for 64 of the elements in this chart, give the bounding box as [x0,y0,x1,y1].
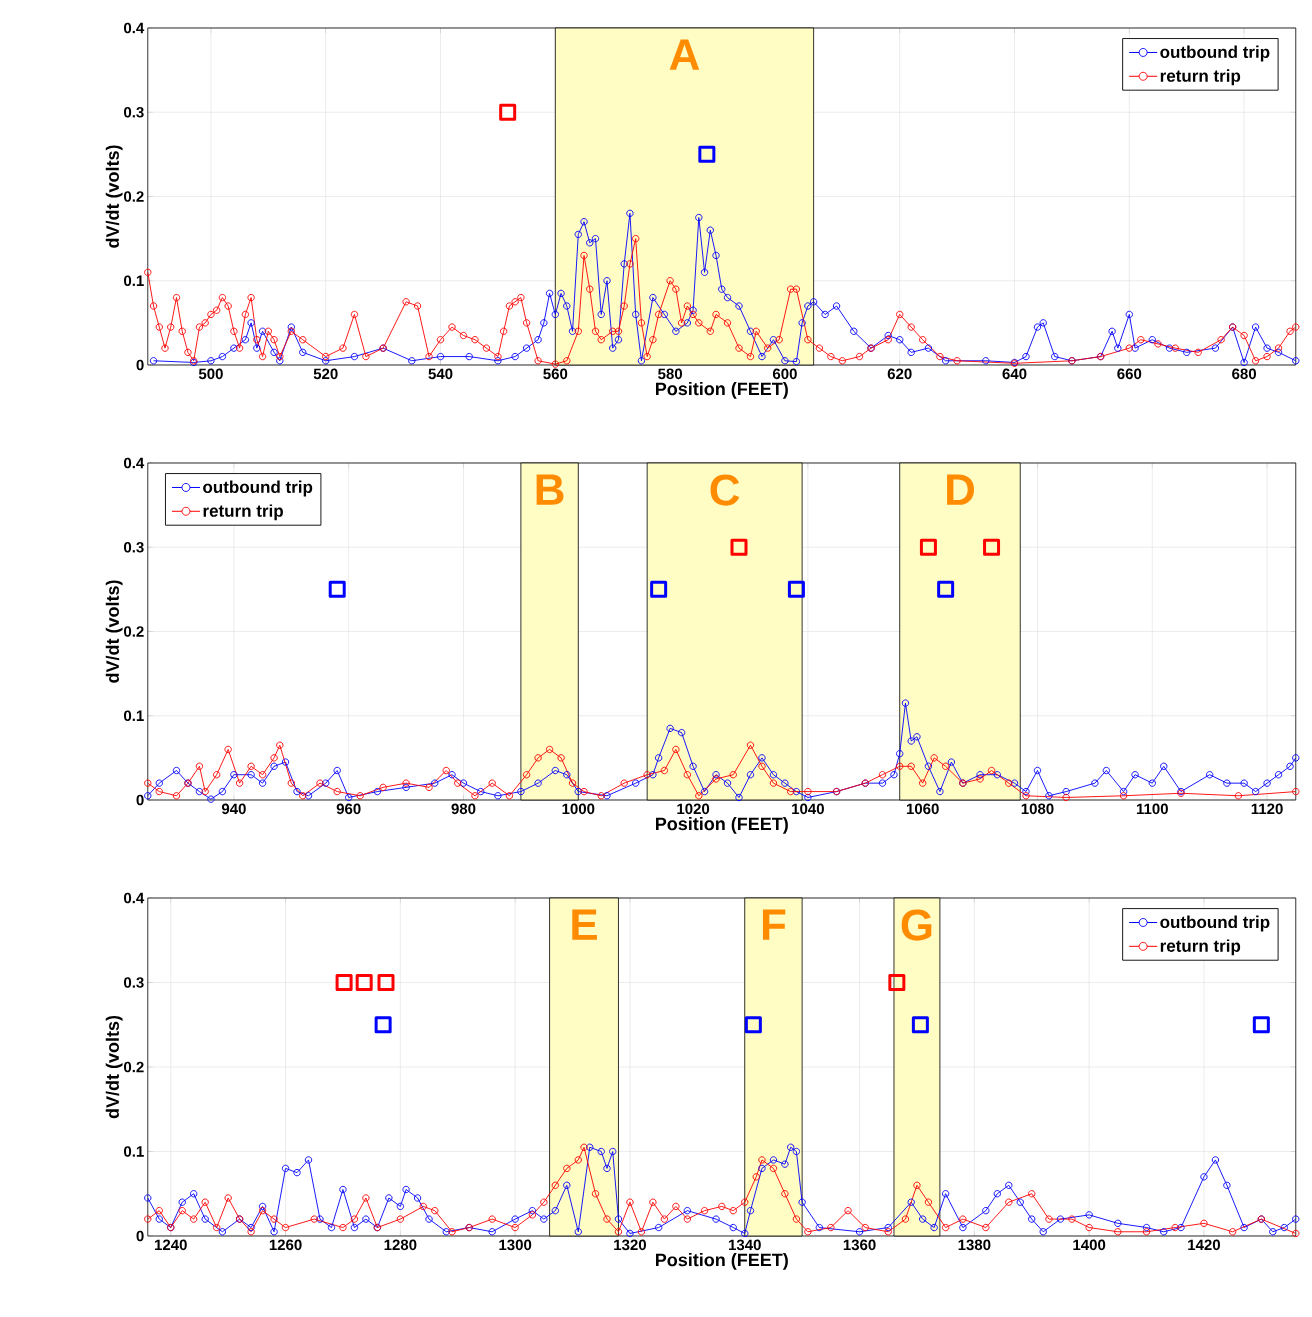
y-tick-label: 0.3 [124,106,144,118]
y-tick-label: 0.3 [124,541,144,553]
x-tick-label: 1340 [729,1239,761,1251]
legend-label: outbound trip [203,480,313,497]
x-tick-label: 1060 [907,803,939,815]
x-tick-label: 980 [451,803,476,815]
x-tick-label: 1260 [269,1239,302,1251]
x-tick-label: 1400 [1073,1239,1106,1251]
band-label: G [901,909,932,941]
x-tick-label: 500 [198,368,223,380]
y-tick-label: 0.2 [124,191,144,202]
band-label: E [572,909,598,940]
x-tick-label: 520 [313,368,338,380]
y-tick-label: 0.1 [124,275,144,287]
y-tick-label: 0.2 [124,1061,144,1073]
x-tick-label: 640 [1002,368,1027,380]
band-label: B [536,474,564,505]
x-tick-label: 1380 [958,1239,991,1251]
y-tick-label: 0.4 [124,457,145,469]
x-axis-title: Position (FEET) [656,1253,788,1270]
y-axis-title: dV/dt (volts) [105,1015,123,1119]
x-tick-label: 620 [887,368,912,380]
x-tick-label: 1040 [792,803,825,815]
x-tick-label: 1020 [677,803,710,815]
x-tick-label: 960 [336,803,361,815]
x-tick-label: 580 [658,368,683,380]
x-tick-label: 1000 [562,803,595,815]
legend-label: return trip [1160,939,1241,956]
legend-label: return trip [203,504,284,521]
x-tick-label: 1240 [155,1239,187,1251]
x-tick-label: 680 [1232,368,1257,380]
x-tick-label: 1300 [499,1239,532,1251]
band-label: C [710,474,740,506]
x-tick-label: 1120 [1251,803,1283,815]
x-tick-label: 940 [222,803,246,815]
y-tick-label: 0 [136,794,144,806]
y-tick-label: 0.3 [124,977,144,988]
x-tick-label: 1420 [1188,1239,1221,1251]
y-tick-label: 0.4 [124,892,145,904]
x-tick-label: 560 [543,368,568,380]
band-label: D [947,474,975,505]
y-tick-label: 0.1 [124,710,144,722]
y-axis-title: dV/dt (volts) [105,580,123,683]
x-tick-label: 1080 [1021,803,1054,815]
band-label: A [669,39,700,70]
y-tick-label: 0 [136,359,144,371]
y-axis-title: dV/dt (volts) [105,145,123,248]
legend-label: return trip [1160,69,1241,86]
x-tick-label: 660 [1117,368,1142,380]
band-label: F [763,909,786,940]
x-axis-title: Position (FEET) [656,817,788,834]
x-tick-label: 600 [773,368,797,380]
y-tick-label: 0.1 [124,1146,144,1157]
y-tick-label: 0.4 [124,22,145,34]
legend-label: outbound trip [1160,915,1270,932]
x-tick-label: 1100 [1137,803,1169,815]
y-tick-label: 0.2 [124,626,144,637]
y-tick-label: 0 [136,1230,144,1242]
x-axis-title: Position (FEET) [656,382,788,399]
x-tick-label: 540 [428,368,453,380]
legend-label: outbound trip [1160,45,1270,62]
x-tick-label: 1320 [614,1239,647,1251]
x-tick-label: 1360 [843,1239,876,1251]
x-tick-label: 1280 [384,1239,417,1251]
